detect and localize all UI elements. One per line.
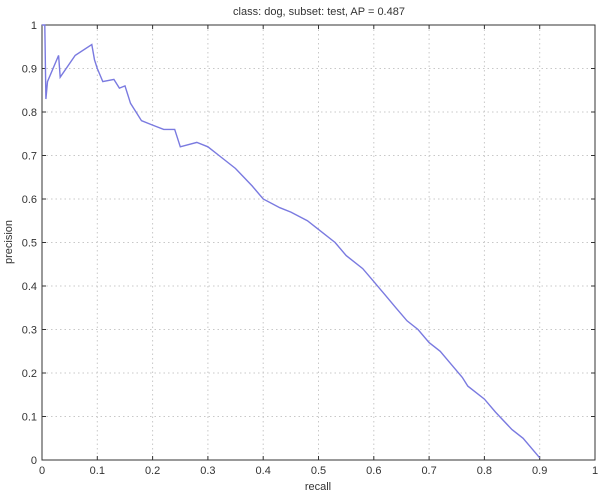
x-tick-label: 0.7 <box>421 465 436 477</box>
y-tick-label: 0.6 <box>22 194 37 206</box>
y-tick-label: 0 <box>31 455 37 467</box>
y-axis-label: precision <box>3 220 15 264</box>
x-tick-label: 0.3 <box>200 465 215 477</box>
y-tick-label: 0.7 <box>22 151 37 163</box>
x-tick-label: 0.2 <box>145 465 160 477</box>
x-tick-label: 0.8 <box>477 465 492 477</box>
y-tick-label: 0.9 <box>22 64 37 76</box>
chart-title: class: dog, subset: test, AP = 0.487 <box>233 6 405 18</box>
x-tick-label: 0.1 <box>90 465 105 477</box>
pr-curve-line <box>42 24 541 459</box>
x-tick-label: 0 <box>39 465 45 477</box>
x-tick-label: 0.6 <box>366 465 381 477</box>
y-tick-label: 0.8 <box>22 107 37 119</box>
x-axis-label: recall <box>305 481 331 493</box>
y-tick-label: 0.1 <box>22 412 37 424</box>
x-tick-label: 0.5 <box>311 465 326 477</box>
y-tick-label: 0.5 <box>22 238 37 250</box>
y-tick-label: 0.2 <box>22 368 37 380</box>
y-tick-label: 0.3 <box>22 325 37 337</box>
x-tick-label: 0.4 <box>256 465 271 477</box>
x-tick-label: 1 <box>592 465 598 477</box>
y-tick-label: 0.4 <box>22 281 37 293</box>
x-tick-label: 0.9 <box>532 465 547 477</box>
y-tick-label: 1 <box>31 20 37 32</box>
